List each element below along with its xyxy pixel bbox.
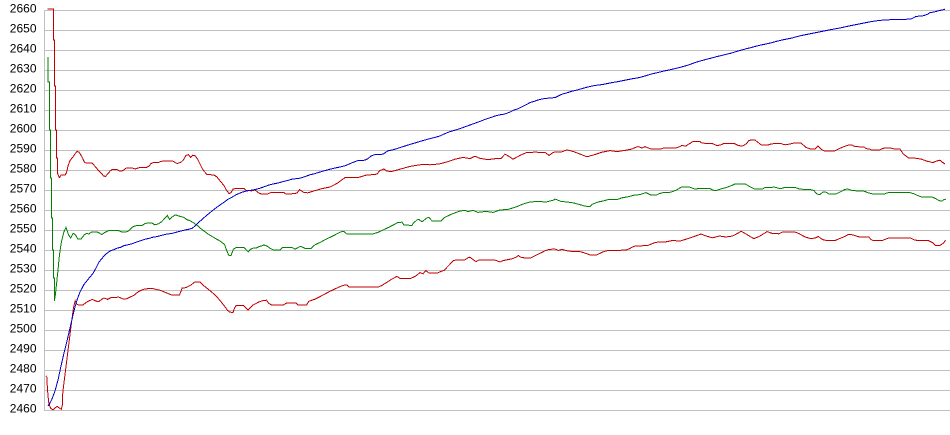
svg-text:2540: 2540 bbox=[10, 242, 37, 256]
svg-text:2530: 2530 bbox=[10, 262, 37, 276]
svg-text:2600: 2600 bbox=[10, 122, 37, 136]
svg-text:2460: 2460 bbox=[10, 402, 37, 416]
svg-text:2630: 2630 bbox=[10, 62, 37, 76]
svg-text:2650: 2650 bbox=[10, 22, 37, 36]
svg-text:2470: 2470 bbox=[10, 382, 37, 396]
svg-text:2570: 2570 bbox=[10, 182, 37, 196]
svg-text:2520: 2520 bbox=[10, 282, 37, 296]
svg-text:2550: 2550 bbox=[10, 222, 37, 236]
svg-text:2490: 2490 bbox=[10, 342, 37, 356]
svg-text:2480: 2480 bbox=[10, 362, 37, 376]
svg-text:2620: 2620 bbox=[10, 82, 37, 96]
svg-text:2510: 2510 bbox=[10, 302, 37, 316]
svg-text:2500: 2500 bbox=[10, 322, 37, 336]
svg-text:2660: 2660 bbox=[10, 2, 37, 16]
svg-text:2580: 2580 bbox=[10, 162, 37, 176]
svg-text:2560: 2560 bbox=[10, 202, 37, 216]
svg-text:2610: 2610 bbox=[10, 102, 37, 116]
svg-text:2590: 2590 bbox=[10, 142, 37, 156]
svg-text:2640: 2640 bbox=[10, 42, 37, 56]
